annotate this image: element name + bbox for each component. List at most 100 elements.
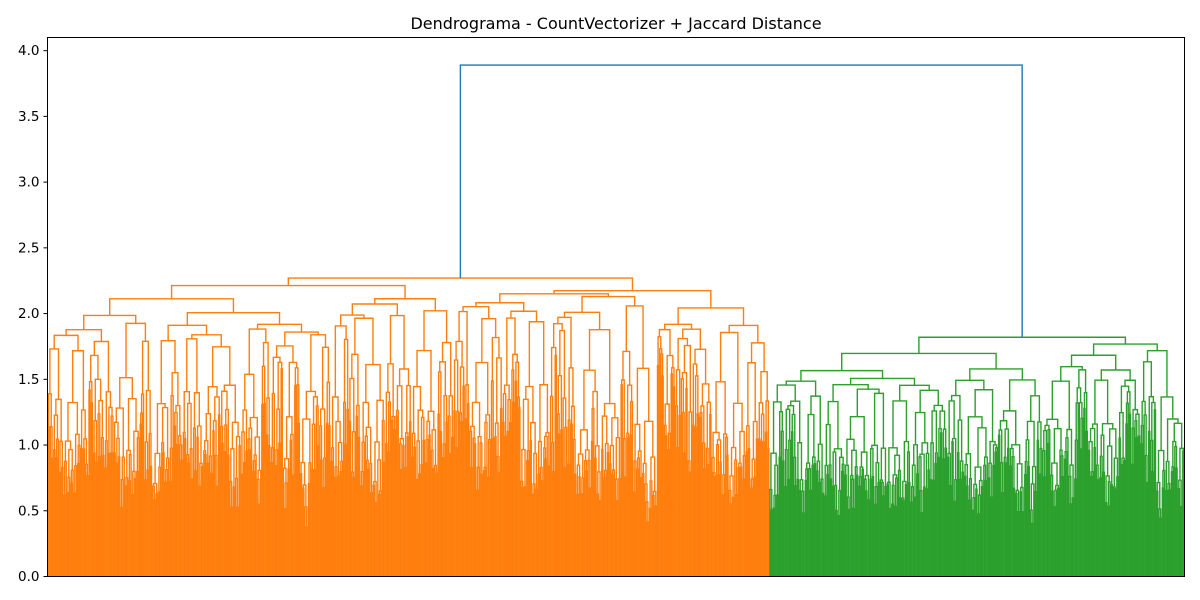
dendrogram-link [83, 314, 137, 330]
dendrogram-link [804, 479, 808, 577]
dendrogram-link [557, 433, 561, 577]
dendrogram-link [183, 390, 191, 433]
dendrogram-link [66, 491, 70, 577]
dendrogram-link [677, 337, 689, 370]
dendrogram-link [448, 452, 452, 577]
dendrogram-link [424, 462, 428, 577]
dendrogram-link [339, 471, 343, 577]
dendrogram-link [47, 426, 50, 577]
dendrogram-link [877, 481, 880, 577]
dendrogram-link [280, 368, 283, 577]
dendrogram-link [248, 449, 252, 577]
dendrogram-link [554, 354, 558, 577]
dendrogram-link [372, 484, 376, 577]
dendrogram-link [615, 436, 621, 480]
dendrogram-link [869, 448, 874, 480]
dendrogram-link [559, 329, 566, 399]
dendrogram-link [772, 507, 776, 577]
dendrogram-link [491, 437, 495, 577]
dendrogram-link [455, 447, 459, 577]
dendrogram-link [398, 368, 410, 386]
dendrogram-link [502, 421, 505, 577]
dendrogram-link [861, 468, 864, 577]
dendrogram-link [120, 506, 123, 577]
dendrogram-link [499, 407, 503, 577]
dendrogram-link [385, 442, 388, 577]
dendrogram-link [408, 421, 412, 577]
dendrogram-link [217, 414, 221, 577]
dendrogram-link [922, 486, 926, 577]
dendrogram-link [908, 482, 911, 577]
dendrogram-link [944, 447, 947, 577]
dendrogram-link [959, 478, 962, 577]
dendrogram-link [678, 414, 681, 577]
dendrogram-link [846, 438, 855, 466]
dendrogram-link [760, 371, 768, 403]
dendrogram-link [155, 493, 158, 577]
dendrogram-link [242, 461, 246, 577]
dendrogram-link [1161, 487, 1165, 577]
dendrogram-link [540, 480, 544, 577]
dendrogram-link [173, 425, 177, 577]
dendrogram-link [755, 438, 759, 577]
dendrogram-link [95, 461, 98, 577]
dendrogram-link [435, 472, 438, 577]
dendrogram-link [261, 404, 264, 577]
dendrogram-link [466, 403, 470, 577]
dendrogram-link [287, 468, 290, 577]
dendrogram-link [731, 496, 735, 577]
dendrogram-link [925, 488, 928, 577]
dendrogram-link [620, 384, 623, 577]
dendrogram-link [402, 444, 405, 577]
dendrogram-link [437, 413, 440, 577]
dendrogram-link [829, 478, 833, 577]
dendrogram-link [64, 440, 72, 462]
dendrogram-link [133, 478, 137, 577]
dendrogram-link [141, 340, 149, 395]
dendrogram-link [481, 317, 497, 363]
dendrogram-link [800, 369, 884, 382]
dendrogram-link [904, 483, 908, 577]
dendrogram-link [603, 477, 606, 577]
dendrogram-link [537, 473, 540, 577]
dendrogram-link [320, 459, 323, 577]
dendrogram-link [867, 499, 870, 577]
dendrogram-link [776, 494, 779, 577]
dendrogram-link [343, 338, 349, 410]
dendrogram-link [835, 509, 838, 577]
dendrogram-link [977, 513, 980, 577]
dendrogram-link [175, 443, 179, 577]
dendrogram-link [1017, 511, 1020, 577]
dendrogram-link [1168, 489, 1171, 577]
dendrogram-link [914, 411, 926, 445]
dendrogram-link [747, 362, 756, 426]
dendrogram-link [1107, 505, 1110, 577]
dendrogram-link [297, 422, 301, 577]
dendrogram-link [212, 430, 215, 577]
y-tick-label: 2.0 [18, 306, 39, 322]
dendrogram-link [966, 485, 969, 577]
dendrogram-link [101, 454, 105, 577]
dendrogram-link [1135, 437, 1139, 577]
dendrogram-link [921, 442, 929, 455]
dendrogram-link [497, 471, 501, 577]
dendrogram-link [352, 476, 355, 577]
plot-frame [47, 37, 1185, 577]
dendrogram-link [821, 492, 825, 577]
dendrogram-link [186, 402, 192, 455]
dendrogram-link [1057, 487, 1060, 577]
dendrogram-link [698, 416, 702, 577]
dendrogram-link [93, 340, 110, 392]
dendrogram-link [355, 415, 359, 577]
dendrogram-link [636, 367, 650, 425]
dendrogram-link [1034, 490, 1037, 577]
dendrogram-link [757, 438, 761, 577]
dendrogram-link [494, 435, 497, 577]
dendrogram-link [656, 364, 660, 577]
dendrogram-link [420, 464, 423, 577]
dendrogram-link [439, 430, 443, 577]
dendrogram-link [994, 451, 998, 577]
dendrogram-link [1021, 510, 1025, 577]
dendrogram-link [709, 413, 712, 577]
